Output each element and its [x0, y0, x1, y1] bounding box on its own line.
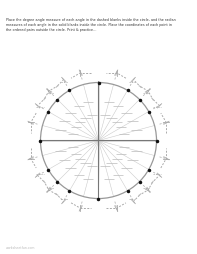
- Text: Place the degree angle measure of each angle in the dashed blanks inside the cir: Place the degree angle measure of each a…: [6, 18, 176, 32]
- Text: Practice Sheet: Practice Sheet: [61, 4, 136, 13]
- Text: worksheetfun.com: worksheetfun.com: [6, 245, 35, 249]
